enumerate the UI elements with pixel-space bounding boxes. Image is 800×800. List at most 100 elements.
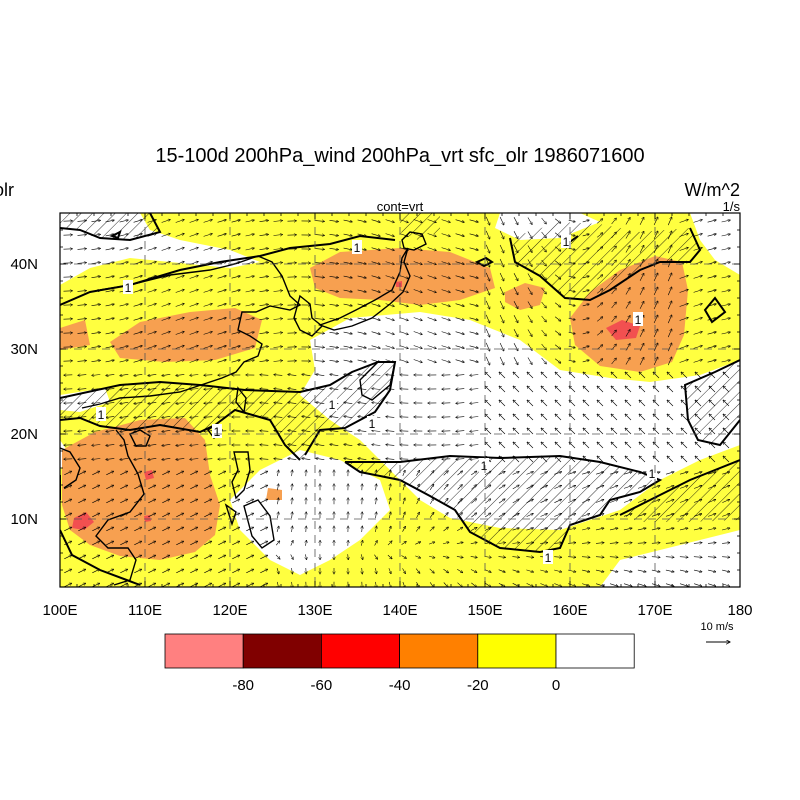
- wind-vector: [134, 444, 143, 445]
- wind-vector: [499, 442, 506, 449]
- wind-vector: [260, 389, 269, 390]
- wind-vector: [292, 498, 293, 505]
- wind-vector: [162, 513, 169, 518]
- wind-vector: [469, 345, 479, 348]
- wind-vector: [499, 286, 504, 295]
- wind-vector: [427, 289, 437, 293]
- contour-label: 1: [327, 397, 337, 412]
- wind-vector: [470, 431, 479, 432]
- wind-vector: [190, 513, 197, 518]
- wind-vector: [471, 471, 477, 476]
- colorbar-swatch: [242, 633, 322, 669]
- wind-vector: [385, 317, 395, 321]
- wind-vector: [427, 317, 437, 321]
- wind-vector: [611, 414, 618, 421]
- wind-vector: [456, 431, 465, 432]
- wind-vector: [161, 332, 171, 335]
- wind-vector: [357, 233, 367, 236]
- wind-vector: [176, 569, 183, 574]
- wind-vector: [526, 485, 534, 490]
- wind-vector: [273, 235, 283, 236]
- wind-vector: [568, 499, 575, 503]
- wind-vector: [609, 569, 618, 572]
- wind-vector: [399, 275, 409, 279]
- wind-vector: [582, 583, 590, 587]
- wind-vector: [399, 219, 409, 223]
- wind-vector: [457, 471, 462, 476]
- wind-vector: [162, 458, 171, 459]
- wind-vector: [292, 512, 293, 519]
- wind-vector: [554, 260, 561, 265]
- wind-vector: [484, 582, 491, 587]
- wind-vector: [245, 346, 255, 349]
- wind-vector: [653, 301, 658, 310]
- wind-vector: [386, 417, 395, 418]
- wind-vector: [78, 417, 87, 418]
- wind-vector: [625, 442, 632, 449]
- wind-vector: [232, 513, 239, 518]
- wind-vector: [162, 416, 171, 417]
- wind-vector: [597, 317, 603, 322]
- wind-vector: [64, 471, 71, 476]
- wind-vector: [259, 318, 269, 319]
- wind-vector: [348, 554, 349, 560]
- wind-vector: [190, 555, 197, 560]
- wind-vector: [499, 372, 506, 379]
- wind-vector: [469, 275, 479, 278]
- wind-vector: [611, 274, 617, 281]
- wind-vector: [526, 528, 533, 531]
- wind-vectors: [64, 216, 731, 587]
- wind-vector: [498, 557, 506, 558]
- wind-vector: [134, 402, 143, 403]
- wind-vector: [399, 289, 409, 293]
- wind-vector: [106, 430, 115, 431]
- wind-vector: [399, 247, 409, 251]
- wind-vector: [485, 286, 490, 295]
- wind-vector: [292, 581, 293, 587]
- wind-vector: [526, 557, 533, 558]
- wind-vector: [246, 499, 253, 504]
- wind-vector: [260, 569, 267, 574]
- wind-vector: [147, 346, 157, 349]
- wind-vector: [161, 276, 171, 279]
- wind-vector: [582, 499, 590, 503]
- wind-vector: [120, 430, 129, 431]
- wind-vector: [389, 581, 391, 587]
- wind-vector: [540, 528, 547, 531]
- wind-vector: [292, 484, 293, 491]
- wind-vector: [484, 557, 492, 558]
- wind-vector: [413, 317, 423, 321]
- wind-vector: [485, 328, 490, 337]
- wind-vector: [106, 569, 113, 574]
- wind-vector: [273, 277, 283, 278]
- wind-vector: [456, 389, 465, 390]
- wind-vector: [541, 259, 547, 266]
- wind-vector: [148, 374, 157, 375]
- wind-vector: [597, 400, 604, 407]
- wind-vector: [274, 375, 283, 376]
- svg-text:1: 1: [98, 408, 105, 422]
- wind-vector: [134, 499, 141, 504]
- wind-vector: [189, 248, 199, 251]
- wind-vector: [119, 346, 129, 349]
- wind-vector: [597, 386, 604, 393]
- wind-vector: [582, 569, 590, 572]
- wind-vector: [204, 527, 211, 532]
- wind-vector: [470, 527, 477, 531]
- wind-vector: [429, 484, 434, 490]
- wind-vector: [554, 543, 562, 544]
- wind-vector: [343, 331, 353, 334]
- wind-vector: [623, 486, 632, 489]
- wind-vector: [134, 513, 141, 518]
- wind-vector: [162, 527, 169, 532]
- wind-vector: [362, 526, 363, 533]
- wind-vector: [371, 233, 381, 237]
- wind-vector: [260, 499, 267, 504]
- wind-vector: [204, 555, 211, 560]
- wind-vector: [371, 303, 381, 307]
- wind-vector: [371, 359, 381, 363]
- contour-label: 1: [123, 280, 133, 295]
- wind-vector: [106, 583, 113, 587]
- wind-vector: [485, 216, 490, 225]
- wind-vector: [428, 542, 435, 545]
